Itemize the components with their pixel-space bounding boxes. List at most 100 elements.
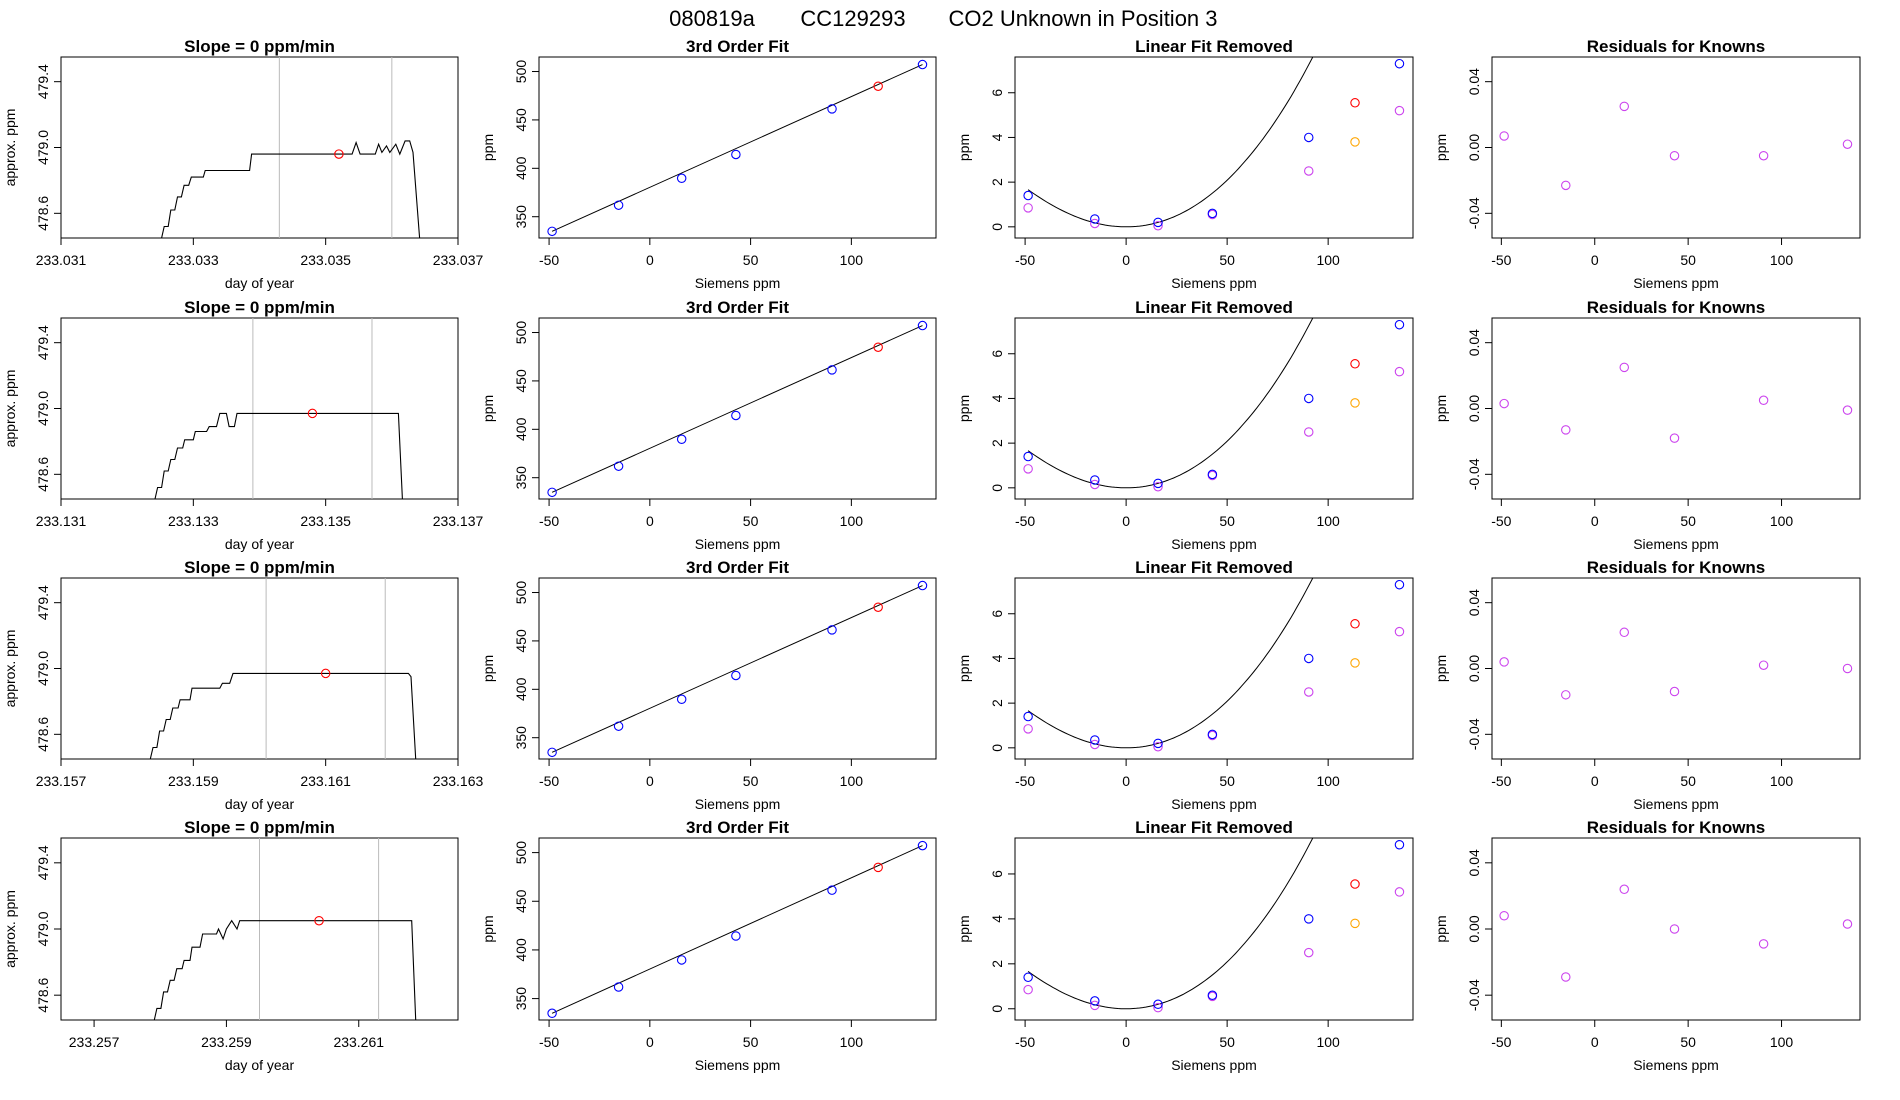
x-tick-label: -50 [1491,513,1511,529]
x-axis-label: Siemens ppm [695,796,781,812]
y-tick-label: 0.04 [1466,589,1482,616]
y-tick-label: 0 [989,1005,1005,1013]
y-tick-label: -0.04 [1466,458,1482,490]
known-standard-point [1090,475,1100,485]
y-tick-label: 500 [513,60,529,84]
y-axis-label: ppm [956,134,972,161]
x-tick-label: 233.159 [168,773,219,789]
known-standard-point [1394,579,1405,590]
x-tick-label: 233.257 [69,1034,120,1050]
residual-fit-curve [1027,838,1314,1010]
y-axis-label: ppm [1433,915,1449,942]
x-tick-label: 0 [1122,252,1130,268]
x-tick-label: 0 [646,252,654,268]
mean-value-point [307,408,318,419]
x-tick-label: 100 [1316,1034,1340,1050]
x-tick-label: -50 [1491,252,1511,268]
raw-known-point [1090,218,1100,229]
y-tick-label: 6 [989,870,1005,878]
known-standard-point [547,226,557,237]
panel-r2-trace: Slope = 0 ppm/min day of year approx. ppm 2… [2,298,484,552]
x-axis-label: Siemens ppm [1633,275,1719,291]
known-standard-point [827,625,837,635]
x-tick-label: -50 [539,1034,559,1050]
y-tick-label: 479.0 [35,391,51,426]
y-tick-label: -0.04 [1466,718,1482,750]
panel-title: 3rd Order Fit [686,818,789,837]
known-standard-point [731,149,741,160]
plot-area [1023,318,1405,492]
known-standard-point [1023,711,1033,722]
y-axis-label: ppm [1433,134,1449,161]
x-tick-label: 100 [1770,773,1794,789]
known-standard-point [1023,451,1033,462]
known-standard-point [676,955,687,965]
x-axis-label: Siemens ppm [1171,275,1257,291]
known-standard-point [917,59,928,70]
panel-r1-linear: Linear Fit Removed Siemens ppm ppm -50 0 50 10… [956,37,1414,291]
residual-point [1619,362,1630,373]
y-tick-label: 0 [989,744,1005,752]
residual-point [1842,919,1853,929]
known-standard-point [1090,735,1100,745]
x-tick-label: 233.261 [333,1034,384,1050]
y-tick-label: 450 [513,629,529,653]
plot-area [547,580,928,758]
residual-point [1842,405,1853,415]
x-tick-label: 100 [1770,513,1794,529]
known-standard-point [917,580,928,591]
known-standard-point [547,1008,557,1019]
x-tick-label: 50 [1219,1034,1235,1050]
x-axis-label: Siemens ppm [1171,796,1257,812]
plot-area [153,838,417,1020]
raw-unknown-point [1350,918,1360,929]
residual-point [1561,972,1571,982]
raw-known-point [1153,220,1163,231]
raw-known-point [1304,687,1314,697]
x-tick-label: 233.037 [433,252,484,268]
known-standard-point [1090,214,1100,224]
plot-frame [60,56,459,239]
raw-unknown-point [1350,398,1360,408]
x-tick-label: -50 [1491,1034,1511,1050]
panel-title: Linear Fit Removed [1135,298,1293,317]
y-tick-label: 0 [989,484,1005,492]
known-standard-point [1304,393,1314,404]
y-tick-label: 4 [989,394,1005,402]
raw-known-point [1090,739,1100,750]
x-tick-label: 233.033 [168,252,219,268]
x-tick-label: 0 [1122,773,1130,789]
y-tick-label: 4 [989,133,1005,141]
plot-area [1499,362,1853,443]
known-standard-point [1304,653,1314,664]
figure-title-description: CO2 Unknown in Position 3 [948,6,1217,31]
y-axis-label: approx. ppm [2,630,18,708]
y-axis-label: ppm [956,915,972,942]
analyzer-trace-line [154,412,403,499]
y-tick-label: 400 [513,677,529,701]
x-axis-label: Siemens ppm [1633,1057,1719,1073]
x-tick-label: 100 [840,1034,864,1050]
plot-area [1023,838,1405,1013]
x-tick-label: -50 [1015,513,1035,529]
residual-point [1619,101,1630,112]
known-standard-point [1394,58,1405,69]
plot-frame [1014,577,1414,760]
plot-frame [1014,317,1414,500]
x-tick-label: -50 [1015,773,1035,789]
y-tick-label: 450 [513,889,529,913]
x-tick-label: -50 [539,252,559,268]
x-tick-label: 233.161 [300,773,351,789]
x-axis-label: Siemens ppm [695,536,781,552]
known-standard-point [1304,132,1314,143]
panel-title: Residuals for Knowns [1587,818,1766,837]
x-axis-label: day of year [225,536,295,552]
residual-point [1758,395,1769,406]
x-tick-label: 100 [840,252,864,268]
figure-title-cylinder-id: CC129293 [800,6,905,31]
panel-title: Slope = 0 ppm/min [184,298,335,317]
x-tick-label: 50 [743,252,759,268]
x-tick-label: 233.163 [433,773,484,789]
plot-frame [538,577,937,760]
known-standard-point [613,200,624,210]
